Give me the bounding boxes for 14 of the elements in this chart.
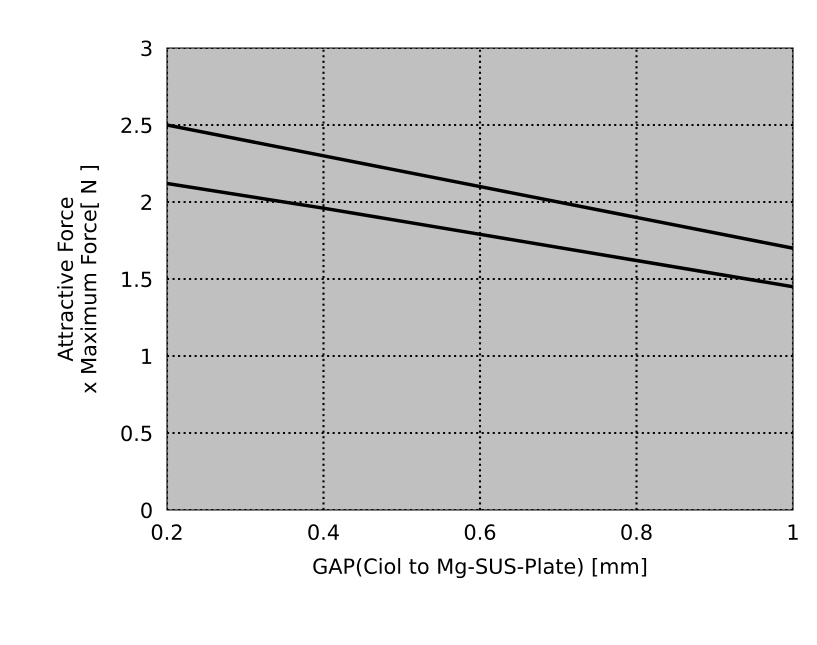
y-axis-title: Attractive Force x Maximum Force[ N ] [57,166,99,394]
y-tick-label: 1 [142,348,152,364]
y-tick-label: 0.5 [121,425,152,442]
x-tick-label: 0.2 [152,524,182,540]
x-tick-label: 0.8 [621,524,652,540]
y-tick-label: 2 [141,194,152,210]
y-tick-label: 3 [141,40,152,56]
x-axis-title: GAP(Ciol to Mg-SUS-Plate) [mm] [313,558,646,578]
y-tick-label: 1.5 [122,272,152,288]
x-tick-label: 0.6 [464,524,496,540]
x-tick-label: 1 [788,524,798,540]
y-tick-label: 0 [141,502,152,518]
y-tick-label: 2.5 [122,117,152,134]
x-tick-label: 0.4 [308,524,339,540]
